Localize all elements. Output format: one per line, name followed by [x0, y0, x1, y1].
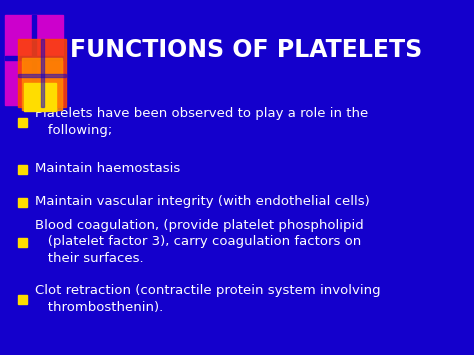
- Text: Platelets have been observed to play a role in the
   following;: Platelets have been observed to play a r…: [35, 107, 368, 137]
- Bar: [32, 15, 36, 105]
- Bar: [18, 118, 27, 126]
- Bar: [18, 197, 27, 207]
- Bar: [5, 15, 63, 105]
- Bar: [41, 39, 44, 107]
- Bar: [18, 39, 66, 107]
- Text: FUNCTIONS OF PLATELETS: FUNCTIONS OF PLATELETS: [70, 38, 422, 62]
- Bar: [18, 295, 27, 304]
- Bar: [22, 58, 62, 110]
- Text: Clot retraction (contractile protein system involving
   thrombosthenin).: Clot retraction (contractile protein sys…: [35, 284, 381, 314]
- Bar: [18, 164, 27, 174]
- Text: Maintain haemostasis: Maintain haemostasis: [35, 163, 180, 175]
- Bar: [5, 56, 63, 60]
- Bar: [18, 237, 27, 246]
- Text: Maintain vascular integrity (with endothelial cells): Maintain vascular integrity (with endoth…: [35, 196, 370, 208]
- Bar: [18, 74, 66, 77]
- Text: Blood coagulation, (provide platelet phospholipid
   (platelet factor 3), carry : Blood coagulation, (provide platelet pho…: [35, 219, 364, 265]
- Bar: [24, 83, 56, 111]
